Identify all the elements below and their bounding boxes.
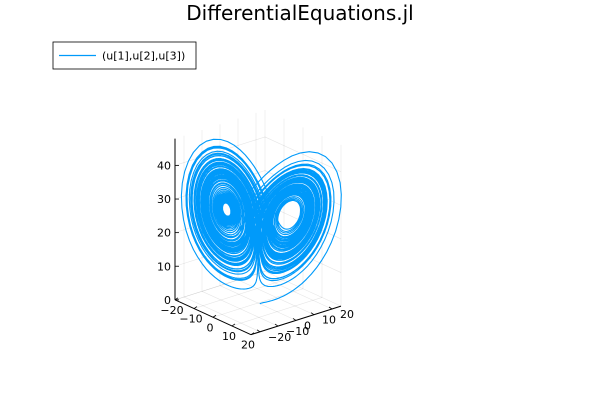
y-tick-label: −10 bbox=[286, 325, 309, 338]
legend-label: (u[1],u[2],u[3]) bbox=[102, 50, 185, 63]
chart-title: DifferentialEquations.jl bbox=[186, 1, 413, 25]
y-tick-mark bbox=[292, 318, 297, 321]
x-tick-mark bbox=[250, 332, 255, 335]
grid-line bbox=[193, 279, 285, 309]
grid-line bbox=[264, 271, 342, 307]
grid-line bbox=[201, 291, 279, 327]
z-tick-label: 0 bbox=[164, 294, 171, 307]
z-tick-label: 30 bbox=[157, 193, 171, 206]
grid-line bbox=[183, 296, 261, 333]
grid-line bbox=[219, 285, 297, 321]
x-tick-mark bbox=[231, 323, 236, 327]
legend: (u[1],u[2],u[3]) bbox=[52, 41, 197, 70]
x-tick-label: −10 bbox=[179, 313, 202, 326]
y-tick-label: 0 bbox=[304, 319, 311, 332]
x-tick-mark bbox=[193, 306, 198, 309]
y-tick-mark bbox=[310, 312, 315, 316]
x-tick-label: −20 bbox=[160, 304, 183, 317]
y-tick-mark bbox=[256, 329, 261, 333]
z-tick-label: 20 bbox=[157, 227, 171, 240]
grid-line bbox=[237, 279, 315, 315]
y-tick-mark bbox=[274, 323, 279, 327]
y-tick-mark bbox=[328, 306, 333, 310]
x-tick-label: 10 bbox=[222, 330, 236, 343]
axes bbox=[174, 138, 342, 336]
series-line bbox=[180, 138, 342, 305]
grid-line bbox=[264, 136, 342, 173]
x-tick-label: 0 bbox=[207, 321, 214, 334]
x-tick-mark bbox=[212, 314, 217, 318]
y-tick-label: −20 bbox=[268, 331, 291, 344]
trajectory-plot-area bbox=[180, 138, 342, 305]
y-tick-label: 10 bbox=[322, 314, 336, 327]
y-tick-label: 20 bbox=[340, 308, 354, 321]
grid-line bbox=[231, 297, 323, 327]
x-tick-label: 20 bbox=[241, 339, 255, 352]
z-tick-label: 10 bbox=[157, 260, 171, 273]
z-tick-label: 40 bbox=[157, 159, 171, 172]
